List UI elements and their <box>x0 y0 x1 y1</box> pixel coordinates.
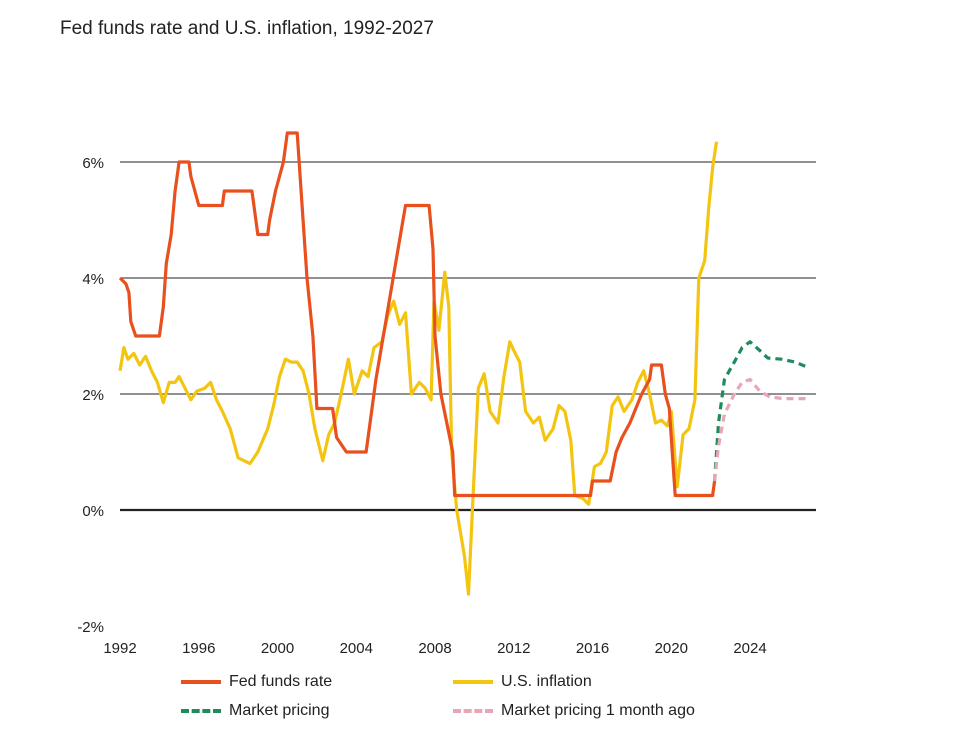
legend-label-us-inflation: U.S. inflation <box>501 673 592 690</box>
legend-item-market-pricing[interactable]: Market pricing <box>181 702 329 720</box>
x-tick-label-2012: 2012 <box>497 640 530 657</box>
x-tick-label-2000: 2000 <box>261 640 294 657</box>
series-line-market-pricing-1-month-ago <box>713 377 810 482</box>
legend-swatch-market-pricing <box>181 709 221 713</box>
x-tick-label-1996: 1996 <box>182 640 215 657</box>
y-tick-label-2: 2% <box>82 387 104 404</box>
y-axis-ticks: -2% 0% 2% 4% 6% <box>77 155 104 636</box>
legend-swatch-market-pricing-1-month-ago <box>453 709 493 713</box>
x-tick-label-2008: 2008 <box>418 640 451 657</box>
x-tick-label-2004: 2004 <box>340 640 373 657</box>
x-tick-label-1992: 1992 <box>103 640 136 657</box>
legend-label-fed-funds-rate: Fed funds rate <box>229 673 333 690</box>
gridlines <box>120 161 816 512</box>
y-tick-label-6: 6% <box>82 155 104 172</box>
legend-item-us-inflation[interactable]: U.S. inflation <box>453 673 592 691</box>
legend-item-market-pricing-1-month-ago[interactable]: Market pricing 1 month ago <box>453 702 695 720</box>
x-tick-label-2024: 2024 <box>733 640 766 657</box>
x-tick-label-2020: 2020 <box>655 640 688 657</box>
chart-title: Fed funds rate and U.S. inflation, 1992-… <box>60 18 434 39</box>
series-line-market-pricing <box>713 340 810 482</box>
legend-swatch-fed-funds-rate <box>181 680 221 684</box>
legend-swatch-us-inflation <box>453 680 493 684</box>
series-lines <box>118 131 810 596</box>
y-tick-label-0: 0% <box>82 503 104 520</box>
y-tick-label-2: -2% <box>77 619 104 636</box>
x-axis-ticks: 1992 1996 2000 2004 2008 2012 2016 2020 2024 <box>103 640 766 657</box>
legend-label-market-pricing-1-month-ago: Market pricing 1 month ago <box>501 702 695 719</box>
x-tick-label-2016: 2016 <box>576 640 609 657</box>
y-tick-label-4: 4% <box>82 271 104 288</box>
legend-item-fed-funds-rate[interactable]: Fed funds rate <box>181 673 332 691</box>
legend-label-market-pricing: Market pricing <box>229 702 330 719</box>
series-line-fed-funds-rate <box>118 131 717 498</box>
series-line-u-s-inflation <box>118 141 719 596</box>
